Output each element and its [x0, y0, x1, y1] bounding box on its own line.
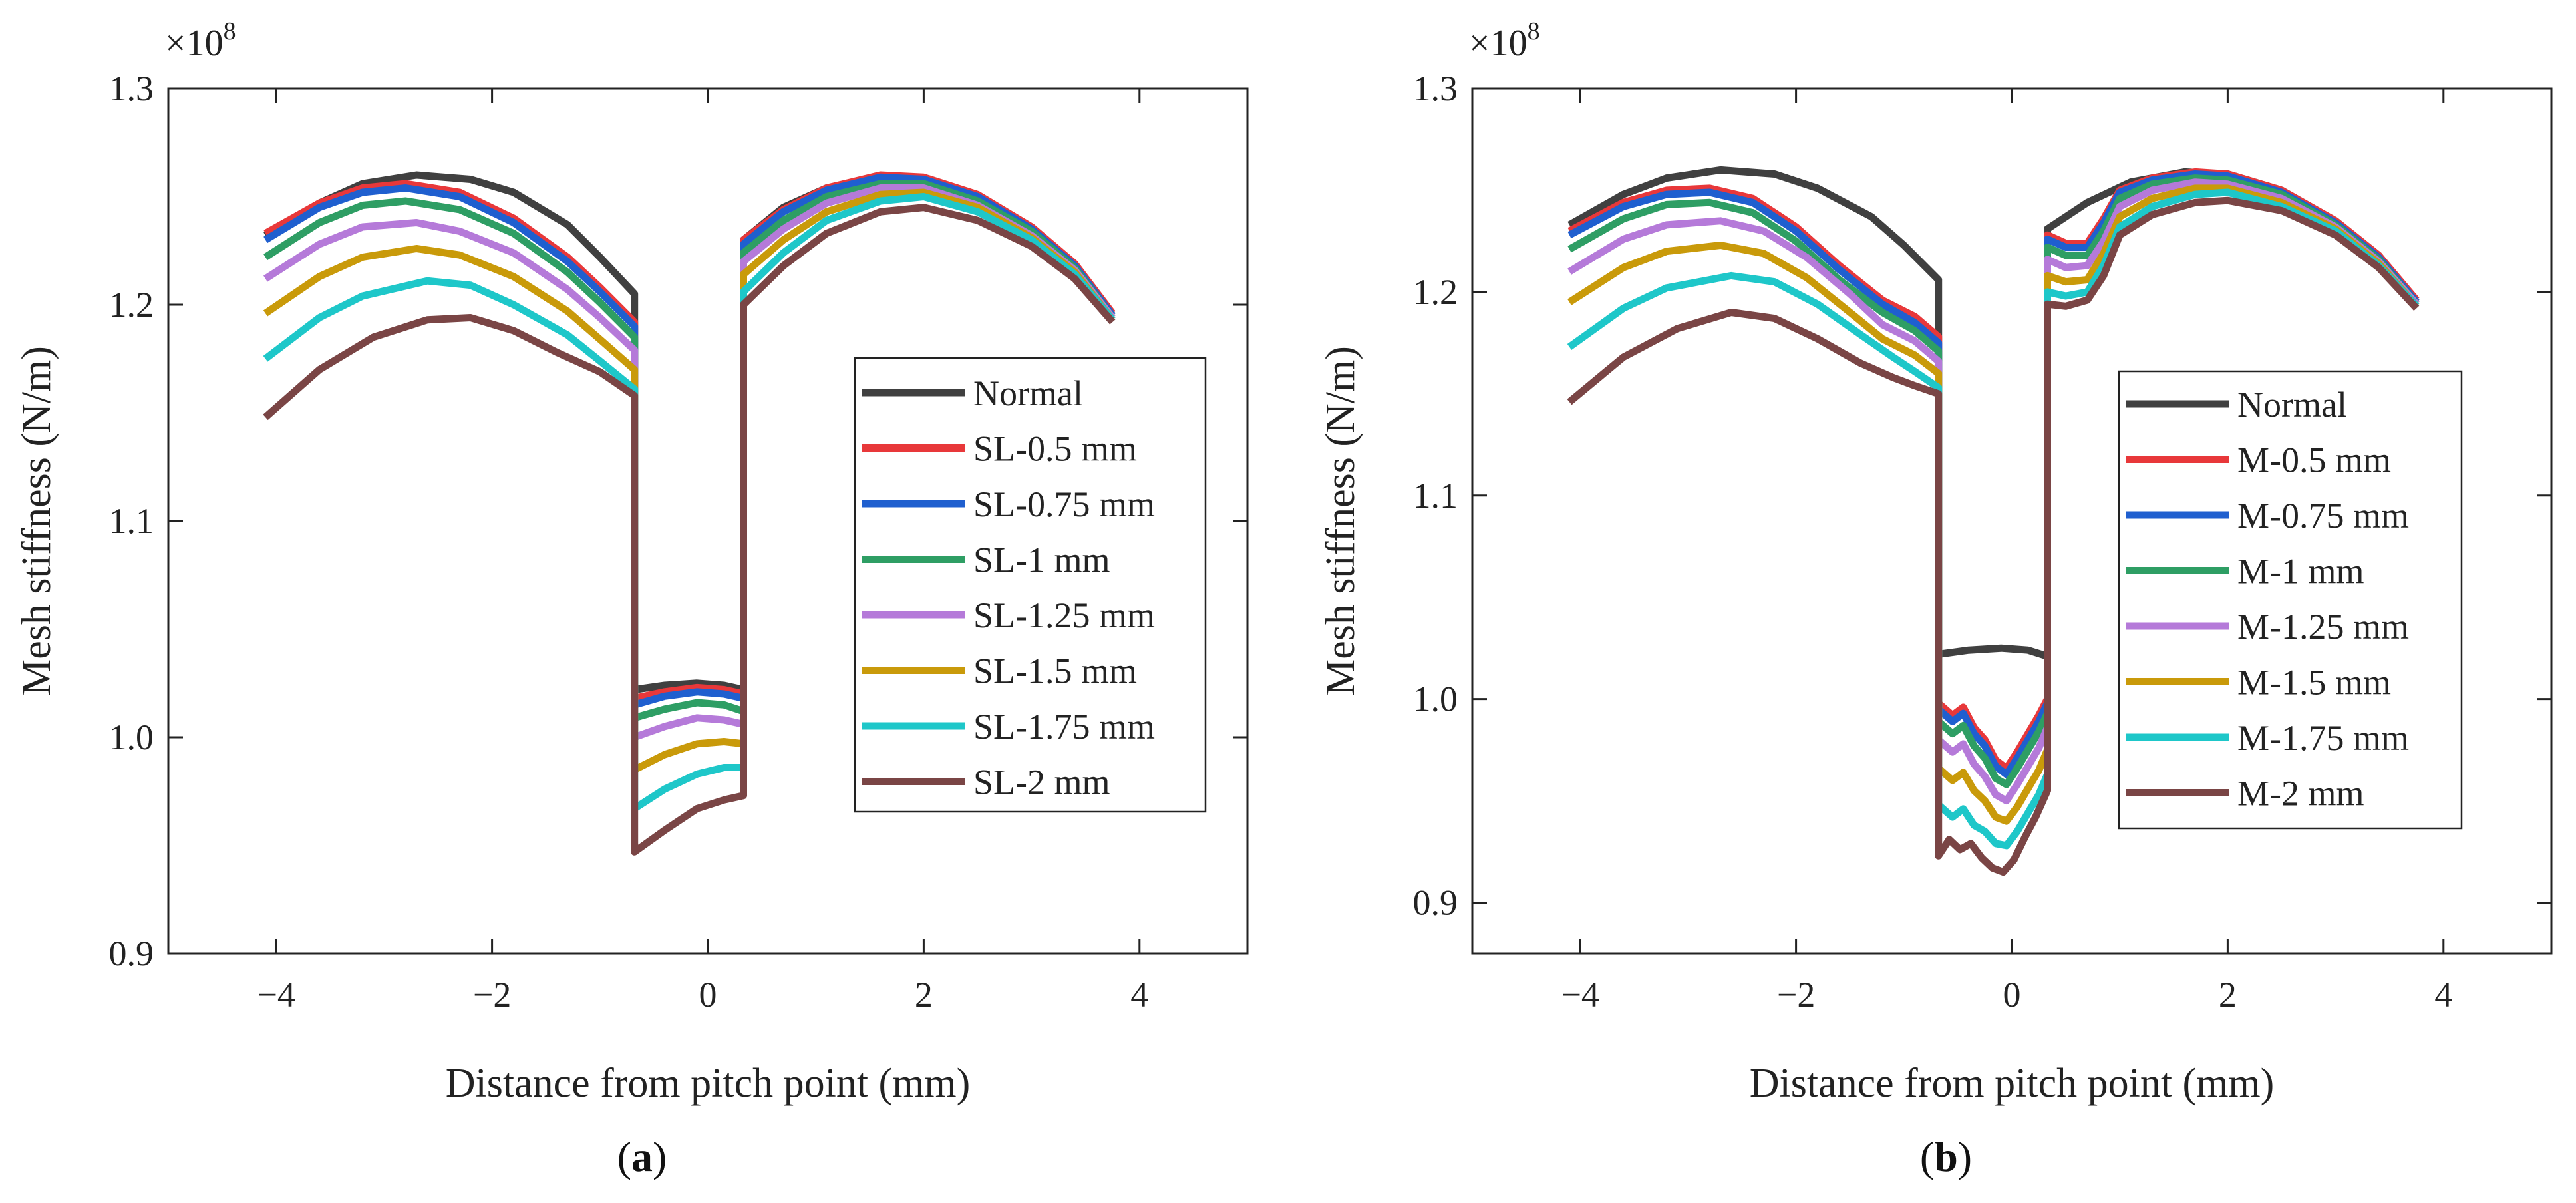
panel-b: −4 −2 0 2 4 0.9 1.0 1.1 1.2 1.3 ×108 Distance from … — [1318, 17, 2553, 1180]
y-multiplier-exponent: 8 — [1528, 17, 1540, 45]
x-tick-label: −4 — [257, 975, 295, 1015]
legend-entry: Normal — [2237, 385, 2347, 425]
x-tick-label: 2 — [2219, 975, 2237, 1015]
series-line-m-0-75-mm — [1567, 170, 2420, 778]
x-axis-title: Distance from pitch point (mm) — [1750, 1061, 2275, 1106]
legend: Normal SL-0.5 mm SL-0.75 mm SL-1 mm SL-1.25 … — [854, 357, 1207, 813]
legend-box — [2118, 370, 2463, 830]
series-line-m-1-mm — [1567, 174, 2420, 788]
y-tick-label: 0.9 — [1413, 883, 1458, 923]
x-axis-title: Distance from pitch point (mm) — [446, 1061, 971, 1106]
series-line-m-1-25-mm — [1567, 178, 2420, 805]
panel-label: a — [631, 1133, 653, 1180]
legend-entry: SL-1.25 mm — [973, 596, 1155, 635]
y-multiplier: ×108 — [1469, 17, 1540, 64]
legend-box — [854, 357, 1207, 813]
x-tick-label: 4 — [1130, 975, 1148, 1015]
panel-caption: (b) — [1920, 1133, 1972, 1180]
x-tick-label: 2 — [915, 975, 933, 1015]
y-multiplier-exponent: 8 — [224, 17, 236, 45]
y-tick-label: 1.2 — [109, 285, 154, 325]
x-tick-label: −2 — [1777, 975, 1815, 1015]
y-axis-title: Mesh stiffness (N/m) — [1318, 346, 1363, 696]
y-tick-label: 1.2 — [1413, 272, 1458, 312]
legend: Normal M-0.5 mm M-0.75 mm M-1 mm M-1.25 mm M-… — [2118, 370, 2463, 830]
x-tick-label: 0 — [699, 975, 717, 1015]
legend-entry: SL-2 mm — [973, 763, 1110, 802]
legend-entry: SL-1.75 mm — [973, 707, 1155, 747]
series-line-sl-2-mm — [263, 204, 1116, 856]
legend-entry: SL-0.75 mm — [973, 484, 1155, 524]
y-tick-label: 1.1 — [109, 501, 154, 541]
y-tick-label: 1.0 — [109, 717, 154, 757]
y-axis-title: Mesh stiffness (N/m) — [14, 346, 59, 696]
series-line-m-2-mm — [1567, 196, 2420, 876]
legend-entry: M-1.5 mm — [2237, 663, 2391, 703]
legend-entry: Normal — [973, 373, 1083, 413]
series-line-sl-0-75-mm — [263, 173, 1116, 709]
x-tick-label: 4 — [2434, 975, 2452, 1015]
panel-a: −4 −2 0 2 4 0.9 1.0 1.1 1.2 1.3 ×108 Distance from … — [14, 17, 1249, 1180]
legend-entry: M-0.75 mm — [2237, 496, 2409, 536]
legend-entry: SL-1.5 mm — [973, 651, 1137, 691]
series-line-m-1-5-mm — [1567, 184, 2420, 825]
legend-entry: M-1.75 mm — [2237, 718, 2409, 758]
y-tick-label: 1.3 — [109, 69, 154, 108]
panel-caption: (a) — [617, 1133, 667, 1180]
x-tick-label: 0 — [2003, 975, 2021, 1015]
x-tick-label: −4 — [1561, 975, 1599, 1015]
series-line-sl-1-75-mm — [263, 193, 1116, 812]
series-line-sl-1-mm — [263, 180, 1116, 722]
y-tick-label: 1.3 — [1413, 69, 1458, 108]
y-tick-label: 1.0 — [1413, 679, 1458, 719]
legend-entry: M-2 mm — [2237, 774, 2364, 814]
series-line-sl-1-5-mm — [263, 188, 1116, 774]
y-multiplier: ×108 — [165, 17, 236, 64]
legend-entry: SL-0.5 mm — [973, 429, 1137, 469]
series-lines — [263, 171, 1116, 856]
legend-entry: M-1 mm — [2237, 552, 2364, 592]
legend-entry: SL-1 mm — [973, 540, 1110, 580]
series-lines — [1567, 166, 2420, 876]
panel-label: b — [1934, 1133, 1958, 1180]
y-tick-label: 0.9 — [109, 934, 154, 973]
series-line-m-1-75-mm — [1567, 188, 2420, 850]
legend-entry: M-1.25 mm — [2237, 607, 2409, 647]
x-tick-label: −2 — [473, 975, 511, 1015]
legend-entry: M-0.5 mm — [2237, 440, 2391, 480]
y-tick-label: 1.1 — [1413, 476, 1458, 516]
